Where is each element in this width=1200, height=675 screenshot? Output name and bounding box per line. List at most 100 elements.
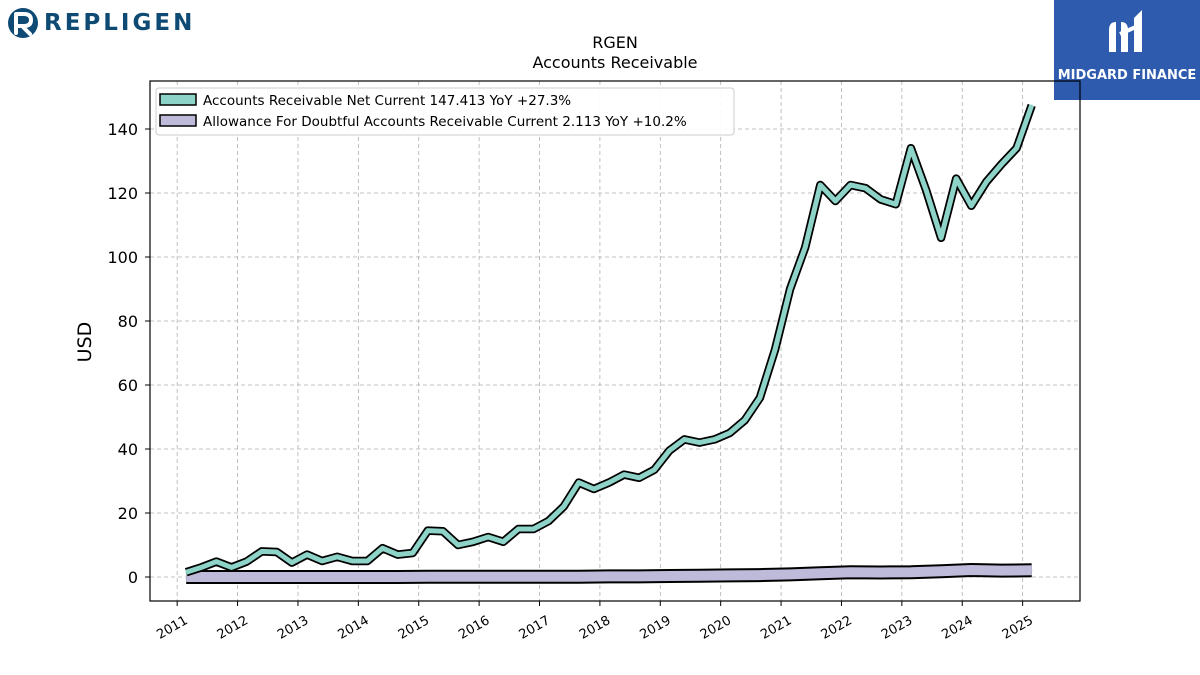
- legend-label-allowance: Allowance For Doubtful Accounts Receivab…: [203, 114, 687, 130]
- data-point: [381, 547, 384, 549]
- data-point: [457, 544, 459, 546]
- data-point: [562, 505, 565, 508]
- data-point: [864, 187, 867, 189]
- data-point: [578, 481, 580, 484]
- x-tick-label: 2011: [154, 613, 190, 643]
- y-tick-label: 120: [107, 184, 138, 203]
- midgard-wordmark: MIDGARD FINANCE: [1057, 68, 1197, 83]
- data-point: [608, 575, 610, 578]
- data-point: [744, 419, 746, 422]
- data-point: [834, 200, 837, 202]
- data-point: [1030, 569, 1033, 572]
- data-point: [970, 205, 973, 207]
- repligen-logo: REPLIGEN: [6, 4, 206, 44]
- series-line-allowance: [185, 563, 1033, 584]
- data-point: [276, 551, 278, 553]
- x-tick-label: 2020: [698, 613, 734, 643]
- data-point: [1000, 163, 1003, 165]
- data-point: [653, 469, 656, 471]
- data-point: [623, 473, 625, 476]
- data-point: [789, 573, 791, 576]
- data-point: [427, 575, 429, 578]
- y-tick-label: 80: [118, 312, 138, 331]
- data-point: [442, 530, 444, 532]
- series-layer: [184, 103, 1036, 584]
- x-tick-label: 2024: [939, 613, 975, 643]
- data-point: [502, 541, 505, 543]
- data-point: [200, 566, 203, 569]
- y-tick-label: 0: [128, 568, 138, 587]
- data-point: [230, 566, 233, 569]
- x-tick-label: 2021: [758, 613, 794, 643]
- y-tick-label: 40: [118, 440, 138, 459]
- data-point: [517, 575, 520, 578]
- series-line-accounts-receivable: [184, 103, 1036, 577]
- data-point: [910, 147, 912, 149]
- data-point: [260, 550, 263, 553]
- data-point: [366, 560, 369, 562]
- repligen-logo-icon: [8, 8, 38, 38]
- x-tick-label: 2022: [819, 613, 855, 643]
- data-point: [547, 520, 550, 522]
- data-point: [517, 528, 520, 530]
- legend: Accounts Receivable Net Current 147.413 …: [155, 87, 735, 136]
- data-point: [276, 576, 278, 578]
- midgard-finance-watermark: MIDGARD FINANCE: [1054, 0, 1200, 100]
- data-point: [668, 449, 671, 452]
- repligen-wordmark: REPLIGEN: [44, 10, 196, 36]
- data-point: [683, 438, 686, 441]
- data-point: [774, 349, 776, 351]
- x-tick-label: 2015: [396, 613, 432, 643]
- legend-label-accounts-receivable: Accounts Receivable Net Current 147.413 …: [203, 93, 571, 109]
- x-tick-label: 2012: [215, 613, 251, 643]
- midgard-logo-icon: [1109, 10, 1142, 52]
- data-point: [245, 560, 248, 563]
- chart-subtitle: Accounts Receivable: [532, 53, 697, 72]
- data-point: [910, 571, 912, 573]
- data-point: [411, 552, 414, 554]
- data-point: [185, 576, 187, 578]
- data-point: [955, 177, 957, 180]
- plot-frame: [149, 80, 1081, 602]
- data-point: [472, 541, 474, 543]
- data-point: [457, 575, 459, 578]
- data-point: [1015, 147, 1018, 149]
- data-point: [819, 572, 822, 574]
- y-tick-label: 20: [118, 504, 138, 523]
- data-point: [306, 553, 308, 556]
- data-point: [427, 529, 429, 532]
- data-point: [321, 560, 323, 562]
- data-point: [879, 198, 882, 201]
- data-point: [185, 571, 187, 573]
- legend-swatch-accounts-receivable: [159, 93, 197, 106]
- data-point: [940, 237, 942, 239]
- x-tick-label: 2017: [517, 613, 553, 643]
- data-point: [215, 560, 218, 563]
- data-point: [638, 575, 640, 578]
- data-point: [336, 556, 339, 558]
- data-point: [487, 575, 490, 578]
- data-point: [593, 488, 595, 490]
- data-point: [351, 560, 354, 562]
- data-point: [608, 481, 610, 484]
- data-point: [970, 569, 973, 571]
- data-point: [985, 181, 988, 183]
- y-tick-label: 140: [107, 120, 138, 139]
- x-tick-label: 2018: [577, 613, 613, 643]
- data-point: [759, 574, 761, 576]
- data-point: [291, 561, 293, 564]
- data-point: [396, 576, 399, 578]
- legend-swatch-allowance: [159, 114, 197, 127]
- data-point: [698, 441, 701, 444]
- data-point: [728, 574, 731, 577]
- data-point: [713, 438, 716, 441]
- data-point: [789, 288, 791, 290]
- data-point: [940, 570, 942, 572]
- data-point: [759, 397, 761, 399]
- data-point: [895, 203, 897, 205]
- data-point: [668, 575, 671, 577]
- legend-box: [155, 87, 735, 136]
- y-tick-label: 60: [118, 376, 138, 395]
- data-point: [728, 432, 731, 434]
